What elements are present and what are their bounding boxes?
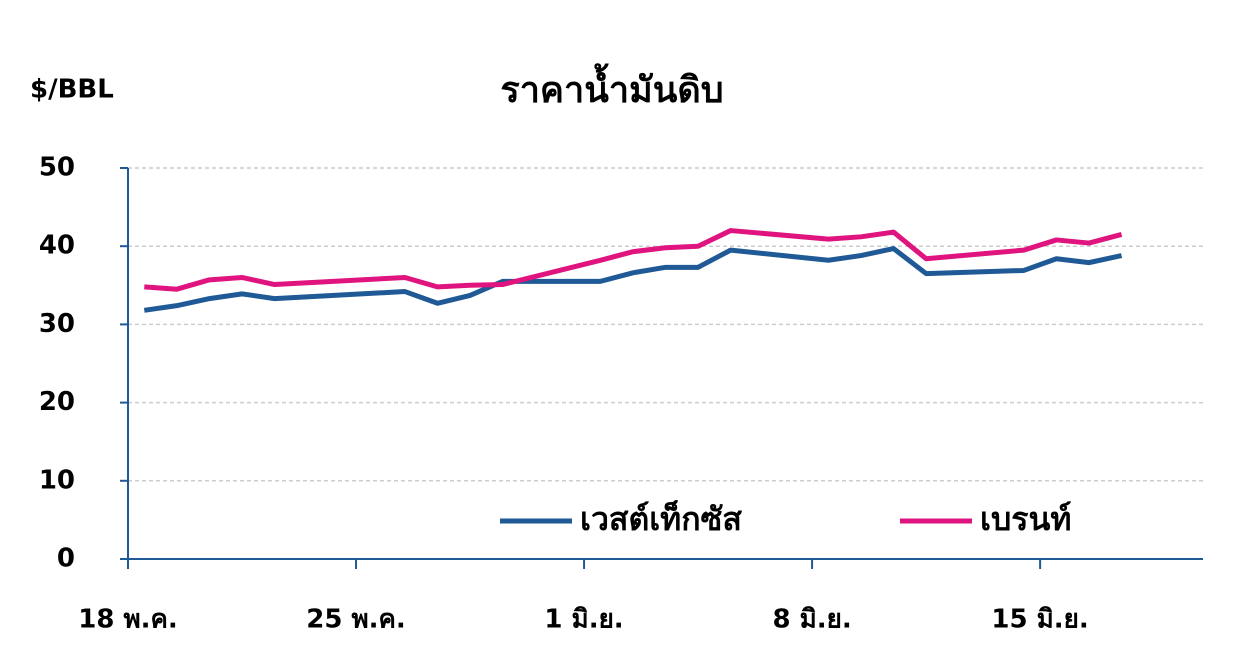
x-tick-label: 1 มิ.ย. [544,605,623,635]
y-tick-label: 50 [39,153,75,183]
x-tick-label: 25 พ.ค. [306,605,406,635]
x-tick-label: 8 มิ.ย. [772,605,851,635]
line [144,228,1123,292]
legend-label: เบรนท์ [980,500,1071,538]
legend-label: เวสต์เท็กซัส [580,499,742,538]
y-tick-label: 10 [39,465,75,495]
y-tick-label: 20 [39,387,75,417]
y-tick-label: 30 [39,309,75,339]
y-tick-label: 0 [57,544,75,574]
y-tick-label: 40 [39,231,75,261]
x-tick-label: 18 พ.ค. [78,605,178,635]
x-tick-label: 15 มิ.ย. [991,605,1088,635]
y-axis-label: $/BBL [30,75,114,105]
line [143,246,1123,313]
chart-title: ราคาน้ำมันดิบ [500,63,723,111]
